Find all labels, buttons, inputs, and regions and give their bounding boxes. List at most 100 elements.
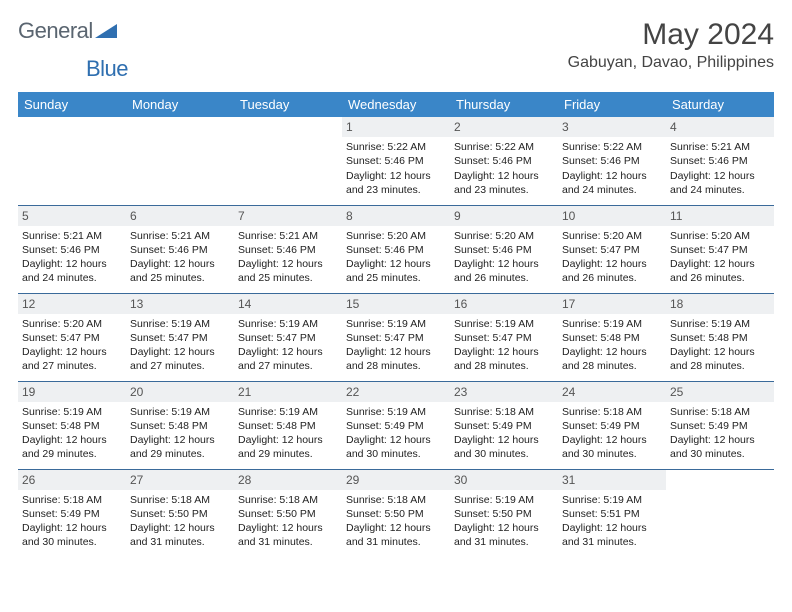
day-details: Sunrise: 5:19 AM Sunset: 5:48 PM Dayligh… [562,317,662,374]
calendar-day-cell: 26Sunrise: 5:18 AM Sunset: 5:49 PM Dayli… [18,469,126,557]
logo-triangle-icon [95,20,117,43]
calendar-day-cell: 17 Sunrise: 5:19 AM Sunset: 5:48 PM Dayli… [558,293,666,381]
day-details: Sunrise: 5:19 AM Sunset: 5:47 PM Dayligh… [130,317,230,374]
calendar-day-cell: 12 Sunrise: 5:20 AM Sunset: 5:47 PM Dayli… [18,293,126,381]
day-number: 8 [342,206,450,226]
day-number: 6 [126,206,234,226]
weekday-header: Monday [126,92,234,117]
day-details: Sunrise: 5:18 AM Sunset: 5:50 PM Dayligh… [130,493,230,550]
day-details: Sunrise: 5:19 AM Sunset: 5:50 PM Dayligh… [454,493,554,550]
day-details: Sunrise: 5:21 AM Sunset: 5:46 PM Dayligh… [130,229,230,286]
calendar-day-cell: 19Sunrise: 5:19 AM Sunset: 5:48 PM Dayli… [18,381,126,469]
day-number: 9 [450,206,558,226]
day-details: Sunrise: 5:19 AM Sunset: 5:48 PM Dayligh… [670,317,770,374]
day-details: Sunrise: 5:19 AM Sunset: 5:47 PM Dayligh… [454,317,554,374]
day-details: Sunrise: 5:19 AM Sunset: 5:48 PM Dayligh… [130,405,230,462]
day-details: Sunrise: 5:19 AM Sunset: 5:47 PM Dayligh… [346,317,446,374]
day-number: 26 [18,470,126,490]
calendar-week-row: 19Sunrise: 5:19 AM Sunset: 5:48 PM Dayli… [18,381,774,469]
day-number: 12 [18,294,126,314]
day-number: 30 [450,470,558,490]
calendar-day-cell: 2 Sunrise: 5:22 AM Sunset: 5:46 PM Daylig… [450,117,558,205]
calendar-day-cell: 5 Sunrise: 5:21 AM Sunset: 5:46 PM Daylig… [18,205,126,293]
calendar-day-cell: 20 Sunrise: 5:19 AM Sunset: 5:48 PM Dayli… [126,381,234,469]
day-number: 22 [342,382,450,402]
day-details: Sunrise: 5:20 AM Sunset: 5:47 PM Dayligh… [670,229,770,286]
day-number: 5 [18,206,126,226]
day-details: Sunrise: 5:22 AM Sunset: 5:46 PM Dayligh… [454,140,554,197]
day-number: 28 [234,470,342,490]
calendar-day-cell: 13Sunrise: 5:19 AM Sunset: 5:47 PM Dayli… [126,293,234,381]
logo-word-general: General [18,18,93,44]
calendar-header-row: Sunday Monday Tuesday Wednesday Thursday… [18,92,774,117]
calendar-day-cell: 3 Sunrise: 5:22 AM Sunset: 5:46 PM Daylig… [558,117,666,205]
day-details: Sunrise: 5:18 AM Sunset: 5:50 PM Dayligh… [346,493,446,550]
calendar-day-cell: 15 Sunrise: 5:19 AM Sunset: 5:47 PM Dayli… [342,293,450,381]
day-details: Sunrise: 5:21 AM Sunset: 5:46 PM Dayligh… [22,229,122,286]
weekday-header: Tuesday [234,92,342,117]
day-number: 7 [234,206,342,226]
day-details: Sunrise: 5:22 AM Sunset: 5:46 PM Dayligh… [562,140,662,197]
day-number: 17 [558,294,666,314]
calendar-day-cell [666,469,774,557]
calendar-week-row: 26Sunrise: 5:18 AM Sunset: 5:49 PM Dayli… [18,469,774,557]
calendar-day-cell [234,117,342,205]
day-details: Sunrise: 5:20 AM Sunset: 5:46 PM Dayligh… [346,229,446,286]
calendar-day-cell [126,117,234,205]
day-number: 1 [342,117,450,137]
weekday-header: Wednesday [342,92,450,117]
day-details: Sunrise: 5:18 AM Sunset: 5:49 PM Dayligh… [454,405,554,462]
day-number: 24 [558,382,666,402]
weekday-header: Thursday [450,92,558,117]
day-number: 18 [666,294,774,314]
day-number: 29 [342,470,450,490]
calendar-day-cell: 23 Sunrise: 5:18 AM Sunset: 5:49 PM Dayli… [450,381,558,469]
calendar-day-cell: 31 Sunrise: 5:19 AM Sunset: 5:51 PM Dayli… [558,469,666,557]
day-details: Sunrise: 5:19 AM Sunset: 5:51 PM Dayligh… [562,493,662,550]
calendar-week-row: 1Sunrise: 5:22 AM Sunset: 5:46 PM Daylig… [18,117,774,205]
day-number: 4 [666,117,774,137]
calendar-day-cell: 30 Sunrise: 5:19 AM Sunset: 5:50 PM Dayli… [450,469,558,557]
day-number: 2 [450,117,558,137]
calendar-day-cell: 8 Sunrise: 5:20 AM Sunset: 5:46 PM Daylig… [342,205,450,293]
day-details: Sunrise: 5:20 AM Sunset: 5:47 PM Dayligh… [22,317,122,374]
logo-word-blue: Blue [86,56,128,81]
day-details: Sunrise: 5:18 AM Sunset: 5:49 PM Dayligh… [562,405,662,462]
calendar-day-cell: 29 Sunrise: 5:18 AM Sunset: 5:50 PM Dayli… [342,469,450,557]
calendar-day-cell: 28Sunrise: 5:18 AM Sunset: 5:50 PM Dayli… [234,469,342,557]
calendar-day-cell: 9 Sunrise: 5:20 AM Sunset: 5:46 PM Daylig… [450,205,558,293]
day-details: Sunrise: 5:20 AM Sunset: 5:46 PM Dayligh… [454,229,554,286]
weekday-header: Friday [558,92,666,117]
calendar-day-cell: 1 Sunrise: 5:22 AM Sunset: 5:46 PM Daylig… [342,117,450,205]
day-number: 25 [666,382,774,402]
calendar-week-row: 5Sunrise: 5:21 AM Sunset: 5:46 PM Daylig… [18,205,774,293]
day-details: Sunrise: 5:19 AM Sunset: 5:48 PM Dayligh… [22,405,122,462]
day-number: 10 [558,206,666,226]
calendar-day-cell: 22Sunrise: 5:19 AM Sunset: 5:49 PM Dayli… [342,381,450,469]
weekday-header: Sunday [18,92,126,117]
calendar-day-cell: 6 Sunrise: 5:21 AM Sunset: 5:46 PM Daylig… [126,205,234,293]
location-subtitle: Gabuyan, Davao, Philippines [568,54,774,72]
day-number: 20 [126,382,234,402]
weekday-header: Saturday [666,92,774,117]
day-number: 14 [234,294,342,314]
day-number: 23 [450,382,558,402]
month-title: May 2024 [568,18,774,52]
day-details: Sunrise: 5:18 AM Sunset: 5:49 PM Dayligh… [670,405,770,462]
calendar-day-cell: 7Sunrise: 5:21 AM Sunset: 5:46 PM Daylig… [234,205,342,293]
calendar-day-cell: 24 Sunrise: 5:18 AM Sunset: 5:49 PM Dayli… [558,381,666,469]
day-details: Sunrise: 5:19 AM Sunset: 5:48 PM Dayligh… [238,405,338,462]
day-number: 27 [126,470,234,490]
calendar-day-cell: 14 Sunrise: 5:19 AM Sunset: 5:47 PM Dayli… [234,293,342,381]
brand-logo: General [18,18,119,44]
day-number: 3 [558,117,666,137]
calendar-day-cell [18,117,126,205]
day-number: 15 [342,294,450,314]
calendar-day-cell: 16Sunrise: 5:19 AM Sunset: 5:47 PM Dayli… [450,293,558,381]
day-number: 31 [558,470,666,490]
calendar-day-cell: 10Sunrise: 5:20 AM Sunset: 5:47 PM Dayli… [558,205,666,293]
calendar-day-cell: 4Sunrise: 5:21 AM Sunset: 5:46 PM Daylig… [666,117,774,205]
day-details: Sunrise: 5:19 AM Sunset: 5:47 PM Dayligh… [238,317,338,374]
day-number: 11 [666,206,774,226]
day-details: Sunrise: 5:22 AM Sunset: 5:46 PM Dayligh… [346,140,446,197]
